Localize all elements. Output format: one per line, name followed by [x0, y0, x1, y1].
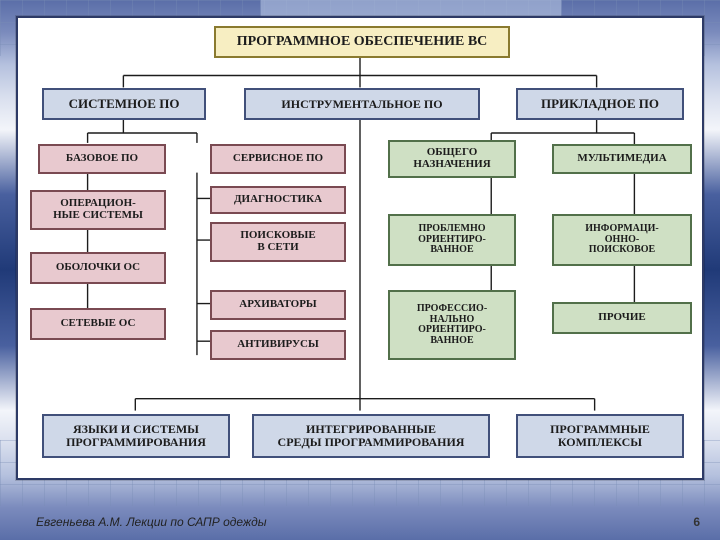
node-antiv: АНТИВИРУСЫ [210, 330, 346, 360]
diagram-panel: ПРОГРАММНОЕ ОБЕСПЕЧЕНИЕ ВС СИСТЕМНОЕ ПО … [16, 16, 704, 480]
node-service: СЕРВИСНОЕ ПО [210, 144, 346, 174]
node-arch: АРХИВАТОРЫ [210, 290, 346, 320]
node-info-search: ИНФОРМАЦИ-ОННО-ПОИСКОВОЕ [552, 214, 692, 266]
node-problem: ПРОБЛЕМНООРИЕНТИРО-ВАННОЕ [388, 214, 516, 266]
slide-root: ПРОГРАММНОЕ ОБЕСПЕЧЕНИЕ ВС СИСТЕМНОЕ ПО … [0, 0, 720, 540]
node-os: ОПЕРАЦИОН-НЫЕ СИСТЕМЫ [30, 190, 166, 230]
node-ide: ИНТЕГРИРОВАННЫЕСРЕДЫ ПРОГРАММИРОВАНИЯ [252, 414, 490, 458]
node-diag: ДИАГНОСТИКА [210, 186, 346, 214]
footer-author: Евгеньева А.М. Лекции по САПР одежды [36, 515, 267, 529]
node-applied: ПРИКЛАДНОЕ ПО [516, 88, 684, 120]
node-other: ПРОЧИЕ [552, 302, 692, 334]
node-root: ПРОГРАММНОЕ ОБЕСПЕЧЕНИЕ ВС [214, 26, 510, 58]
node-complex: ПРОГРАММНЫЕКОМПЛЕКСЫ [516, 414, 684, 458]
node-general: ОБЩЕГОНАЗНАЧЕНИЯ [388, 140, 516, 178]
footer: Евгеньева А.М. Лекции по САПР одежды 6 [0, 506, 720, 540]
node-professional: ПРОФЕССИО-НАЛЬНООРИЕНТИРО-ВАННОЕ [388, 290, 516, 360]
node-languages: ЯЗЫКИ И СИСТЕМЫПРОГРАММИРОВАНИЯ [42, 414, 230, 458]
node-instrumental: ИНСТРУМЕНТАЛЬНОЕ ПО [244, 88, 480, 120]
footer-page-number: 6 [693, 515, 700, 529]
node-search-net: ПОИСКОВЫЕВ СЕТИ [210, 222, 346, 262]
node-multimedia: МУЛЬТИМЕДИА [552, 144, 692, 174]
node-base: БАЗОВОЕ ПО [38, 144, 166, 174]
top-tab-decoration [260, 0, 562, 17]
node-netos: СЕТЕВЫЕ ОС [30, 308, 166, 340]
node-system: СИСТЕМНОЕ ПО [42, 88, 206, 120]
node-shell: ОБОЛОЧКИ ОС [30, 252, 166, 284]
